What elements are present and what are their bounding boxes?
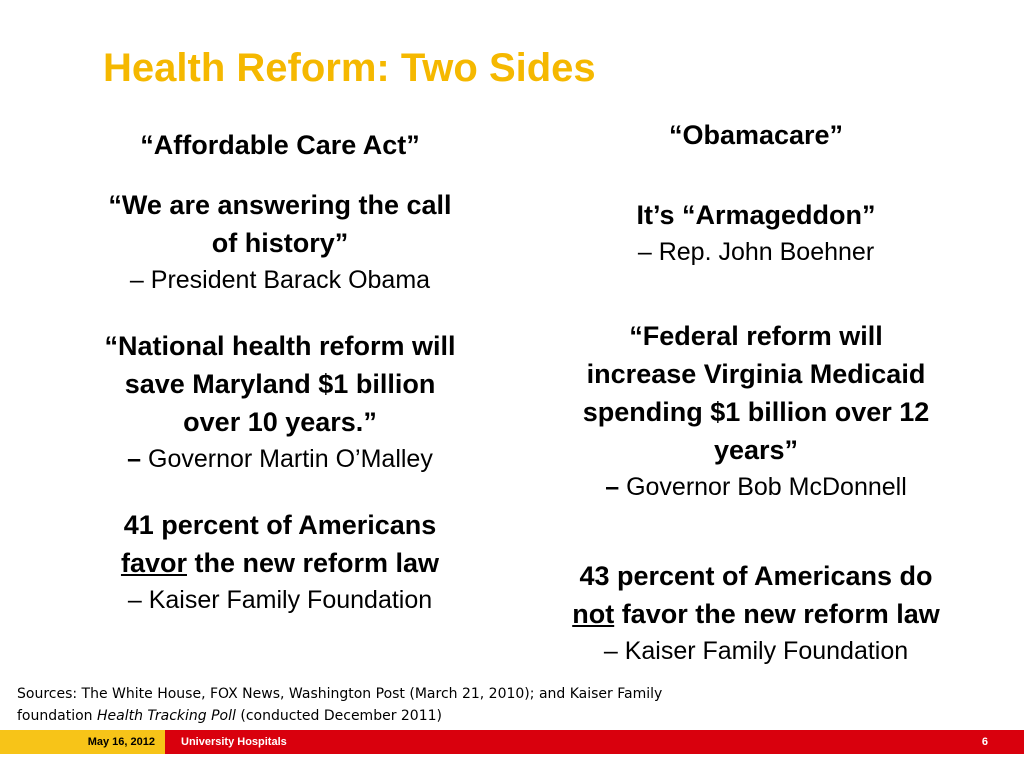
right-poll-line-1: 43 percent of Americans do <box>579 561 933 591</box>
page-number: 6 <box>981 736 988 748</box>
left-quote-2-line-2: save Maryland $1 billion <box>124 369 436 399</box>
right-quote-2-line-2: increase Virginia Medicaid <box>586 359 926 389</box>
right-quote-1: It’s “Armageddon” – Rep. John Boehner <box>512 196 1000 270</box>
sources-line-1: Sources: The White House, FOX News, Wash… <box>17 686 663 702</box>
right-quote-2-attribution-name: Governor Bob McDonnell <box>619 473 907 501</box>
sources-note: Sources: The White House, FOX News, Wash… <box>17 683 817 727</box>
right-quote-1-attribution: – Rep. John Boehner <box>637 238 875 266</box>
left-quote-2-dash: – <box>127 445 142 473</box>
right-quote-2-line-3: spending $1 billion over 12 <box>582 397 930 427</box>
right-poll-rest: favor the new reform law <box>614 599 940 629</box>
left-poll-emphasis: favor <box>120 548 187 578</box>
left-quote-2-attribution: – Governor Martin O’Malley <box>40 441 520 477</box>
left-quote-2-attribution-name: Governor Martin O’Malley <box>141 445 433 473</box>
left-poll-rest: the new reform law <box>186 548 440 578</box>
left-poll-line-2: favor the new reform law <box>40 544 520 582</box>
right-quote-2: “Federal reform will increase Virginia M… <box>512 317 1000 505</box>
sources-line-2-pre: foundation <box>17 708 97 724</box>
right-poll-line-2: not favor the new reform law <box>512 595 1000 633</box>
sources-line-2-post: (conducted December 2011) <box>235 708 442 724</box>
left-poll-line-1: 41 percent of Americans <box>123 510 437 540</box>
slide-footer: May 16, 2012 University Hospitals 6 <box>0 730 1024 754</box>
right-poll: 43 percent of Americans do not favor the… <box>512 557 1000 669</box>
left-quote-2-line-3: over 10 years.” <box>183 407 377 437</box>
right-quote-2-line-1: “Federal reform will <box>629 321 883 351</box>
left-quote-2: “National health reform will save Maryla… <box>40 327 520 477</box>
left-poll: 41 percent of Americans favor the new re… <box>40 506 520 618</box>
left-quote-1-line-2: of history” <box>211 228 349 258</box>
right-heading-block: “Obamacare” <box>512 116 1000 154</box>
left-quote-1: “We are answering the call of history” –… <box>40 186 520 298</box>
left-poll-attribution: – Kaiser Family Foundation <box>127 586 433 614</box>
left-heading-block: “Affordable Care Act” <box>40 126 520 164</box>
left-quote-1-attribution: – President Barack Obama <box>129 266 431 294</box>
left-heading: “Affordable Care Act” <box>140 130 420 160</box>
right-heading: “Obamacare” <box>668 120 844 150</box>
right-poll-emphasis: not <box>572 599 615 629</box>
right-poll-attribution: – Kaiser Family Foundation <box>603 637 909 665</box>
sources-poll-name: Health Tracking Poll <box>96 708 236 724</box>
sources-line-2: foundation Health Tracking Poll (conduct… <box>17 705 817 727</box>
slide-title: Health Reform: Two Sides <box>103 46 596 90</box>
left-quote-1-line-1: “We are answering the call <box>108 190 452 220</box>
right-quote-1-line-1: It’s “Armageddon” <box>636 200 876 230</box>
footer-date: May 16, 2012 <box>0 730 165 754</box>
right-quote-2-dash: – <box>605 473 620 501</box>
right-quote-2-line-4: years” <box>713 435 799 465</box>
footer-organization: University Hospitals <box>181 736 287 748</box>
left-quote-2-line-1: “National health reform will <box>104 331 456 361</box>
right-quote-2-attribution: – Governor Bob McDonnell <box>512 469 1000 505</box>
footer-bar: University Hospitals 6 <box>165 730 1024 754</box>
